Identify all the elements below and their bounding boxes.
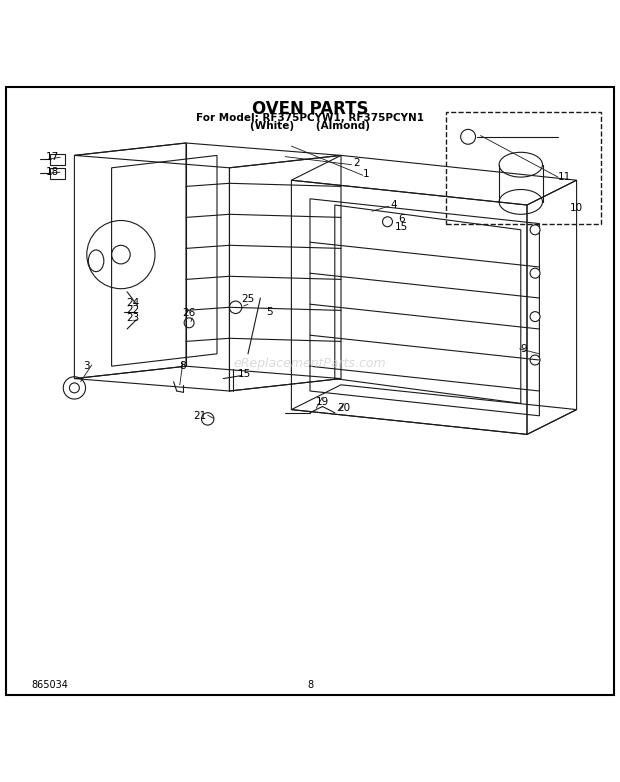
Circle shape (530, 312, 540, 321)
Text: 22: 22 (126, 306, 140, 315)
Text: 8: 8 (307, 680, 313, 691)
Text: eReplacementParts.com: eReplacementParts.com (234, 357, 386, 370)
Text: 17: 17 (46, 152, 60, 162)
Text: 15: 15 (238, 369, 252, 379)
Text: 10: 10 (570, 203, 583, 213)
Circle shape (530, 225, 540, 235)
Circle shape (530, 355, 540, 365)
Text: 21: 21 (193, 411, 206, 421)
Text: 23: 23 (126, 313, 140, 323)
Bar (50, 153, 65, 165)
Text: 26: 26 (182, 309, 196, 318)
Text: 25: 25 (241, 294, 255, 304)
Text: 8: 8 (180, 361, 186, 371)
Text: 2: 2 (353, 159, 360, 168)
Text: 15: 15 (395, 222, 409, 231)
Text: 9: 9 (521, 344, 527, 353)
Text: OVEN PARTS: OVEN PARTS (252, 100, 368, 118)
Text: 11: 11 (557, 172, 571, 182)
Bar (446, 112, 601, 224)
Text: 6: 6 (399, 213, 405, 224)
Text: (White)      (Almond): (White) (Almond) (250, 121, 370, 131)
Text: 1: 1 (363, 169, 369, 179)
Text: For Model: RF375PCYW1, RF375PCYN1: For Model: RF375PCYW1, RF375PCYN1 (196, 113, 424, 124)
Text: 865034: 865034 (31, 680, 68, 691)
Text: 4: 4 (391, 200, 397, 210)
Text: 20: 20 (337, 404, 351, 414)
Bar (50, 168, 65, 179)
Text: 19: 19 (316, 397, 329, 407)
Circle shape (530, 268, 540, 278)
Text: 3: 3 (84, 361, 90, 371)
Text: 24: 24 (126, 298, 140, 308)
Text: 5: 5 (267, 307, 273, 317)
Text: 18: 18 (46, 167, 60, 178)
